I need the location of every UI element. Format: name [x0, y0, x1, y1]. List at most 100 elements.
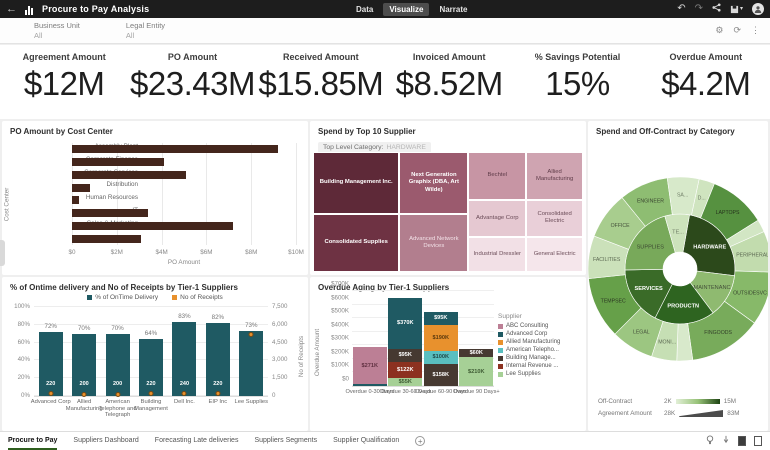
receipts-dot-allied-manufacturing[interactable] [81, 391, 87, 397]
treemap-tile-advantage-corp[interactable]: Advantage Corp [468, 200, 527, 237]
ontime-bar-building-management[interactable] [139, 339, 163, 396]
undo-icon[interactable]: ↶ [677, 3, 686, 14]
bar-row: Corporate Finance [72, 156, 296, 169]
add-canvas-button[interactable]: + [415, 436, 426, 446]
segment-building-manage-[interactable]: $60K [459, 348, 494, 358]
kpi-tile-po-amount[interactable]: PO Amount $23.43M [128, 45, 256, 119]
bar-sales-marketing[interactable] [72, 221, 234, 230]
workbook-logo-icon [25, 4, 36, 15]
chart-title: Spend and Off-Contract by Category [596, 127, 735, 136]
canvas-view-dark-icon[interactable] [738, 436, 746, 446]
receipts-dot-eip-inc[interactable] [215, 391, 221, 397]
segment-lee-supplies[interactable]: $210K [459, 357, 494, 386]
sunburst-label: PERIPHERAL [736, 252, 768, 258]
ontime-bar-dell-inc-[interactable] [172, 322, 197, 396]
sunburst-label: FINGOODS [704, 330, 732, 336]
receipts-dot-lee-supplies[interactable] [248, 331, 254, 337]
stacked-plot: $0 $100K $200K $300K $400K $500K $600K $700K $27… [331, 281, 500, 396]
segment-internal-revenue-[interactable]: $122K [388, 361, 423, 379]
bar-distribution[interactable] [72, 183, 90, 192]
segment-abc-consulting[interactable]: $271K [352, 346, 387, 385]
treemap-tile-allied-manufacturing[interactable]: Allied Manufacturing [526, 152, 583, 200]
kpi-tile-agreement-amount[interactable]: Agreement Amount $12M [0, 45, 128, 119]
treemap-tile-next-generation-graphix-dba-art-wilde-[interactable]: Next Generation Graphix (DBA, Art Wilde) [399, 152, 469, 214]
kpi-tile--savings-potential[interactable]: % Savings Potential 15% [513, 45, 641, 119]
treemap-tile-bechtel[interactable]: Bechtel [468, 152, 527, 200]
po-bar-plot: $0$2M$4M$6M$8M$10MAssembly PlantCorporat… [68, 143, 304, 256]
touch-mode-icon[interactable] [722, 435, 730, 447]
receipts-dot-dell-inc-[interactable] [181, 391, 187, 397]
user-avatar[interactable] [752, 3, 764, 15]
bar-it[interactable] [72, 209, 149, 218]
receipts-value-label: 200 [79, 381, 89, 387]
ontime-bar-american-telephone-and-telegraph[interactable] [105, 333, 130, 396]
redo-icon[interactable]: ↷ [694, 3, 703, 14]
canvas-tab-supplier-qualification[interactable]: Supplier Qualification [333, 436, 400, 444]
treemap-tile-consolidated-supplies[interactable]: Consolidated Supplies [313, 213, 400, 272]
canvas-view-outline-icon[interactable] [754, 436, 762, 446]
receipts-dot-building-management[interactable] [148, 391, 154, 397]
canvas-tab-suppliers-dashboard[interactable]: Suppliers Dashboard [73, 436, 139, 444]
segment-lee-supplies[interactable]: $55K [388, 378, 423, 386]
sunburst-label: FACILITIES [593, 257, 621, 263]
x-tick: $0 [68, 249, 76, 256]
kpi-tile-invoiced-amount[interactable]: Invoiced Amount $8.52M [385, 45, 513, 119]
segment-building-manage-[interactable]: $95K [388, 348, 423, 362]
sunburst-label: D... [698, 196, 706, 202]
mode-tab-narrate[interactable]: Narrate [439, 4, 468, 14]
panel-collapse-handle[interactable] [0, 240, 5, 266]
canvas-tab-suppliers-segments[interactable]: Suppliers Segments [254, 436, 318, 444]
bar-corporate-finance[interactable] [72, 158, 164, 167]
treemap-tile-general-electric[interactable]: General Electric [526, 236, 583, 272]
bar-corporate-services[interactable] [72, 170, 187, 179]
canvas-tab-forecasting-late-deliveries[interactable]: Forecasting Late deliveries [154, 436, 239, 444]
segment-building-manage-[interactable]: $158K [423, 364, 458, 386]
segment-advanced-corp[interactable] [352, 384, 387, 386]
receipts-dot-american-telephone-and-telegraph[interactable] [115, 391, 121, 397]
bar-human-resources[interactable] [72, 196, 79, 205]
gear-icon[interactable]: ⚙ [715, 25, 724, 35]
legend-item-abc-consulting: ABC Consulting [498, 323, 580, 329]
back-icon[interactable]: ← [6, 2, 17, 15]
ontime-bar-allied-manufacturing[interactable] [72, 333, 97, 396]
legend-label: No of Receipts [180, 294, 223, 301]
sunburst-label: LAPTOPS [716, 210, 740, 216]
kebab-menu-icon[interactable]: ⋮ [751, 25, 760, 35]
filter-legal-entity[interactable]: Legal Entity All [126, 21, 165, 40]
bar-slot: 72% 220 [36, 307, 66, 397]
segment-american-telepho-[interactable]: $100K [423, 350, 458, 365]
kpi-label: Received Amount [282, 52, 359, 62]
refresh-icon[interactable]: ⟳ [733, 25, 741, 35]
segment-advanced-corp[interactable]: $95K [423, 311, 458, 325]
treemap-tile-advanced-network-devices[interactable]: Advanced Network Devices [399, 213, 469, 272]
canvas-tab-procure-to-pay[interactable]: Procure to Pay [8, 432, 58, 450]
filter-business-unit[interactable]: Business Unit All [34, 21, 80, 40]
segment-advanced-corp[interactable]: $370K [388, 298, 423, 349]
segment-allied-manufacturing[interactable]: $190K [423, 324, 458, 351]
treemap-tile-industrial-dressler[interactable]: Industrial Dressler [468, 236, 527, 272]
share-icon[interactable] [712, 3, 721, 15]
ontime-bar-lee-supplies[interactable] [239, 331, 264, 396]
ontime-bar-eip-inc[interactable] [205, 323, 230, 396]
chart-title: Spend by Top 10 Supplier [318, 127, 416, 136]
mode-tab-data[interactable]: Data [356, 4, 374, 14]
kpi-value: $23.43M [130, 65, 255, 102]
legend-label: Off-Contract [598, 398, 633, 405]
kpi-value: $8.52M [395, 65, 504, 102]
insights-icon[interactable] [706, 435, 714, 447]
treemap-tile-building-management-inc-[interactable]: Building Management Inc. [313, 152, 400, 214]
filter-chip-top-level-category[interactable]: Top Level Category: HARDWARE [318, 142, 431, 153]
bar-assembly-plant[interactable] [72, 145, 279, 154]
kpi-tile-overdue-amount[interactable]: Overdue Amount $4.2M [642, 45, 770, 119]
sunburst-outer-sa-[interactable] [666, 176, 700, 216]
ontime-bar-advanced-corp[interactable] [38, 331, 63, 396]
treemap-tile-consolidated-electric[interactable]: Consolidated Electric [526, 200, 583, 237]
receipts-value-label: 220 [213, 381, 223, 387]
kpi-tile-received-amount[interactable]: Received Amount $15.85M [257, 45, 385, 119]
save-icon[interactable]: ▾ [730, 5, 743, 14]
legend-min: 28K [664, 410, 676, 417]
bar-unlabeled[interactable] [72, 234, 142, 243]
chart-ontime-delivery-receipts: % of Ontime delivery and No of Receipts … [2, 277, 308, 431]
mode-tab-visualize[interactable]: Visualize [383, 2, 430, 16]
receipts-dot-advanced-corp[interactable] [48, 391, 54, 397]
